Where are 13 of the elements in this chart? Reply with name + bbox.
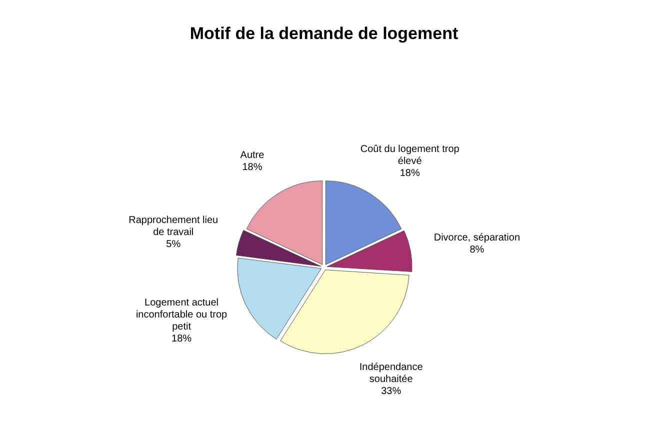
data-label: 8%: [470, 244, 484, 256]
slice-label: Divorce, séparation: [434, 232, 520, 244]
slice-label: Indépendance souhaitée: [359, 362, 424, 385]
chart-title: Motif de la demande de logement: [190, 24, 458, 43]
data-label: 18%: [242, 162, 262, 173]
slice-label: Coût du logement trop élevé: [360, 144, 460, 167]
slice-label: Autre: [240, 150, 265, 161]
data-label: 33%: [381, 386, 402, 397]
slice-label: Rapprochement lieu de travail: [128, 214, 218, 238]
slice-label: Logement actuel inconfortable ou trop petit: [136, 297, 228, 332]
data-label: 5%: [166, 238, 181, 250]
data-label: 18%: [172, 333, 192, 344]
data-label: 18%: [400, 168, 420, 179]
